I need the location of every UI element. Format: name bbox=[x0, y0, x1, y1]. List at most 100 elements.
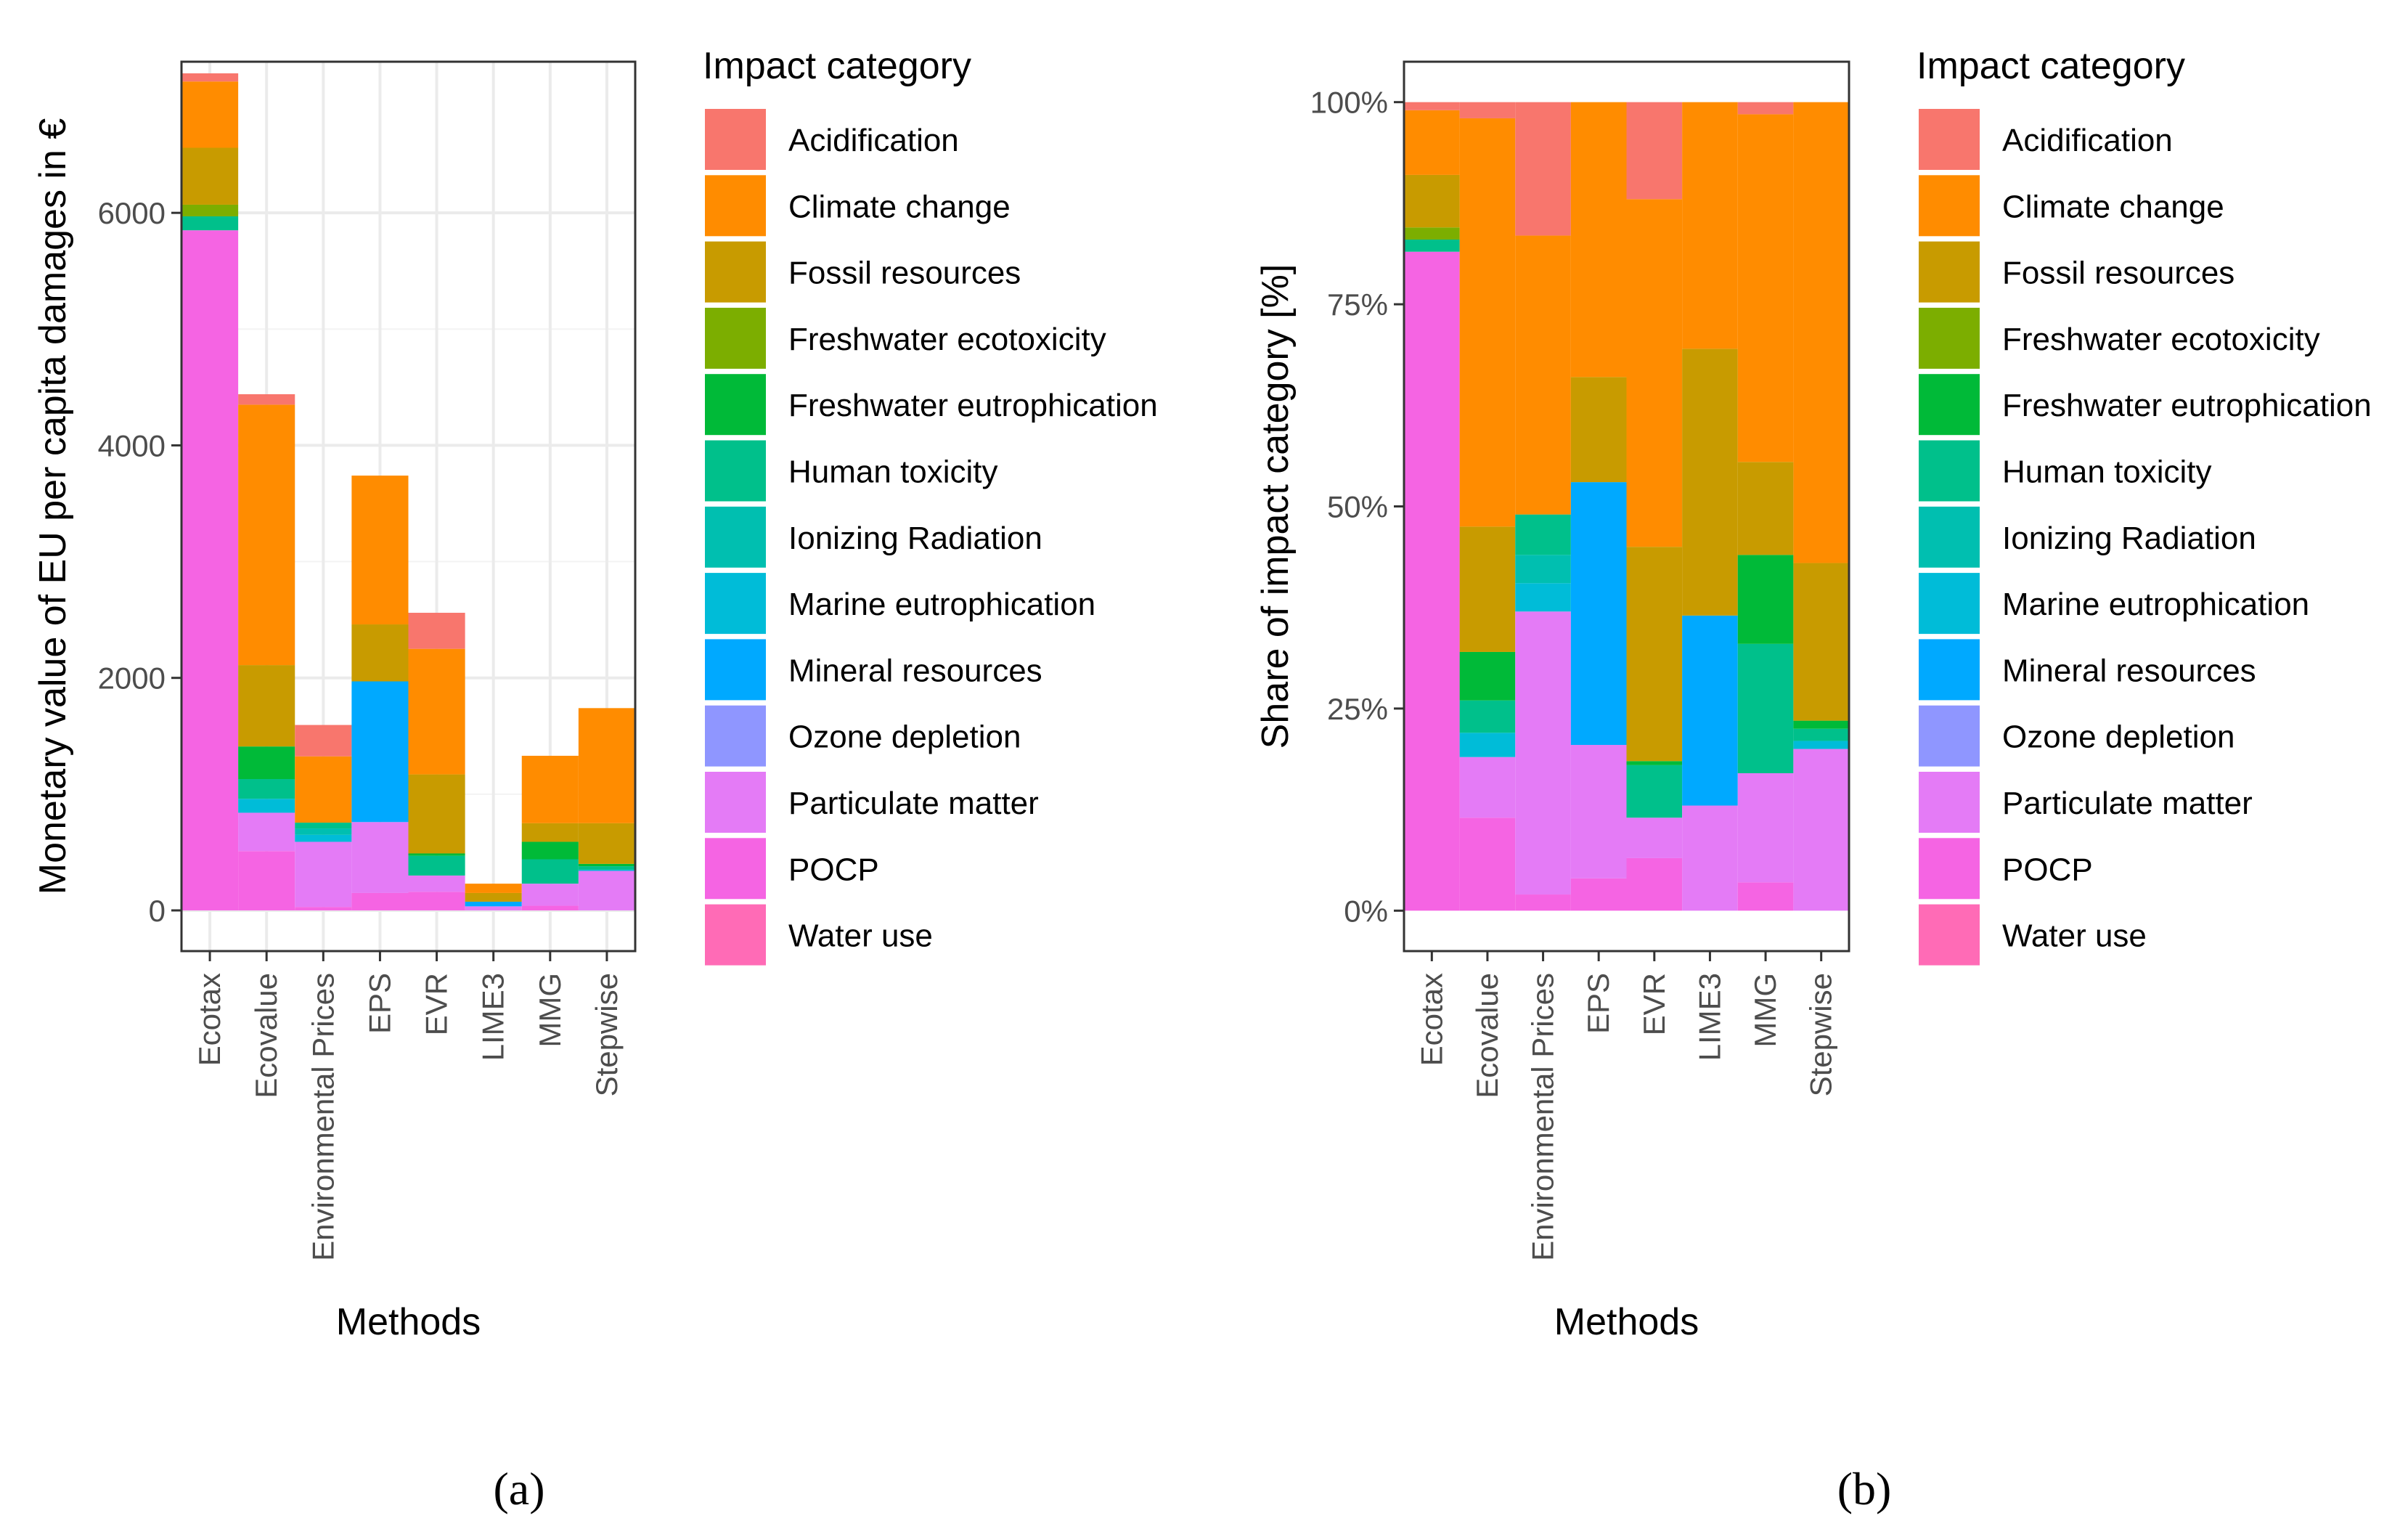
y-tick-label: 25% bbox=[1327, 692, 1388, 726]
bar-segment-evr-acidification bbox=[408, 613, 465, 649]
bar-segment-mmg-freshwater-eutrophication bbox=[1737, 555, 1794, 644]
bar-segment-stepwise-particulate-matter bbox=[1793, 749, 1849, 911]
bar-segment-eps-particulate-matter bbox=[351, 822, 409, 893]
legend-key-freshwater-eutrophication bbox=[705, 374, 766, 436]
bar-segment-environmental-prices-particulate-matter bbox=[1515, 611, 1571, 895]
bar-segment-mmg-particulate-matter bbox=[1737, 773, 1794, 883]
bar-segment-mmg-fossil-resources bbox=[1737, 462, 1794, 555]
legend-key-climate-change bbox=[705, 175, 766, 237]
legend-key-human-toxicity bbox=[705, 440, 766, 502]
x-tick-label: Environmental Prices bbox=[306, 973, 340, 1261]
bar-segment-lime3-mineral-resources bbox=[465, 901, 522, 907]
legend-key-ionizing-radiation bbox=[1919, 506, 1980, 568]
bar-segment-ecotax-acidification bbox=[181, 73, 239, 82]
bar-segment-mmg-fossil-resources bbox=[521, 823, 579, 842]
bar-segment-ecotax-pocp bbox=[181, 230, 239, 910]
bar-segment-ecovalue-human-toxicity bbox=[1459, 700, 1516, 733]
legend-label: Fossil resources bbox=[2002, 256, 2234, 291]
y-tick-label: 75% bbox=[1327, 288, 1388, 322]
bar-segment-environmental-prices-climate-change bbox=[295, 756, 352, 823]
x-tick-label: Environmental Prices bbox=[1526, 973, 1560, 1261]
bar-segment-evr-acidification bbox=[1626, 102, 1683, 200]
bar-segment-evr-human-toxicity bbox=[408, 855, 465, 876]
x-tick-label: LIME3 bbox=[1692, 973, 1726, 1061]
bar-segment-environmental-prices-pocp bbox=[1515, 894, 1571, 911]
legend-key-ozone-depletion bbox=[705, 705, 766, 767]
legend-key-fossil-resources bbox=[705, 241, 766, 303]
bar-segment-lime3-climate-change bbox=[465, 884, 522, 893]
bar-segment-stepwise-freshwater-eutrophication bbox=[1793, 720, 1849, 729]
legend-key-fossil-resources bbox=[1919, 241, 1980, 303]
bar-segment-lime3-fossil-resources bbox=[1682, 348, 1738, 616]
bar-segment-ecovalue-freshwater-eutrophication bbox=[1459, 651, 1516, 701]
y-axis-title: Monetary value of EU per capita damages … bbox=[32, 118, 74, 895]
bar-segment-environmental-prices-marine-eutrophication bbox=[1515, 583, 1571, 612]
bar-segment-ecotax-freshwater-ecotoxicity bbox=[1404, 227, 1460, 240]
bar-segment-evr-fossil-resources bbox=[408, 774, 465, 854]
panel-label: (a) bbox=[493, 1463, 544, 1514]
bar-segment-eps-mineral-resources bbox=[351, 681, 409, 823]
legend-key-particulate-matter bbox=[705, 772, 766, 833]
bar-segment-ecovalue-marine-eutrophication bbox=[1459, 733, 1516, 757]
legend-label: Ionizing Radiation bbox=[788, 521, 1042, 556]
legend-key-pocp bbox=[705, 838, 766, 900]
bar-segment-eps-mineral-resources bbox=[1570, 482, 1627, 746]
legend-label: Ozone depletion bbox=[788, 719, 1021, 755]
bar-segment-lime3-fossil-resources bbox=[465, 892, 522, 902]
legend-key-mineral-resources bbox=[705, 639, 766, 701]
legend-label: Freshwater ecotoxicity bbox=[2002, 322, 2320, 357]
x-tick-label: MMG bbox=[1748, 973, 1782, 1048]
x-axis-title: Methods bbox=[336, 1301, 481, 1343]
bar-segment-ecotax-human-toxicity bbox=[1404, 240, 1460, 252]
legend-label: Ionizing Radiation bbox=[2002, 521, 2256, 556]
bar-segment-stepwise-human-toxicity bbox=[1793, 728, 1849, 741]
bar-segment-stepwise-climate-change bbox=[578, 708, 635, 823]
bar-segment-ecovalue-fossil-resources bbox=[1459, 526, 1516, 652]
bar-segment-eps-pocp bbox=[1570, 878, 1627, 911]
x-tick-label: EVR bbox=[1637, 973, 1671, 1035]
bar-segment-environmental-prices-acidification bbox=[295, 725, 352, 757]
x-axis-title: Methods bbox=[1554, 1301, 1699, 1343]
bar-segment-eps-fossil-resources bbox=[351, 624, 409, 682]
legend-label: Mineral resources bbox=[788, 653, 1042, 688]
legend-label: Marine eutrophication bbox=[788, 587, 1095, 622]
bar-segment-lime3-particulate-matter bbox=[465, 906, 522, 910]
plot-border bbox=[180, 60, 637, 953]
legend-key-marine-eutrophication bbox=[1919, 573, 1980, 635]
x-tick-label: Ecovalue bbox=[249, 973, 283, 1098]
bar-segment-mmg-human-toxicity bbox=[1737, 643, 1794, 773]
legend-key-water-use bbox=[705, 904, 766, 966]
bar-segment-ecovalue-marine-eutrophication bbox=[238, 799, 295, 813]
bar-segment-stepwise-particulate-matter bbox=[578, 871, 635, 910]
x-tick-label: LIME3 bbox=[476, 973, 510, 1061]
x-tick-label: Stepwise bbox=[1804, 973, 1838, 1096]
bar-segment-mmg-climate-change bbox=[1737, 114, 1794, 462]
bar-segment-ecovalue-human-toxicity bbox=[238, 779, 295, 799]
x-tick-label: EPS bbox=[362, 973, 396, 1034]
chart-panel-a: 0 2000 4000 6000 Ecotax Ecovalue Environmental… bbox=[32, 45, 1158, 1514]
x-tick-label: EPS bbox=[1581, 973, 1615, 1034]
bar-segment-mmg-pocp bbox=[1737, 882, 1794, 911]
y-tick-label: 2000 bbox=[98, 661, 166, 696]
bar-segment-environmental-prices-human-toxicity bbox=[295, 823, 352, 829]
y-tick-label: 50% bbox=[1327, 490, 1388, 524]
x-tick-label: MMG bbox=[533, 973, 567, 1048]
legend-label: Particulate matter bbox=[2002, 786, 2253, 821]
bar-segment-evr-human-toxicity bbox=[1626, 765, 1683, 818]
legend-label: Ozone depletion bbox=[2002, 719, 2234, 755]
legend-label: Water use bbox=[788, 918, 933, 954]
legend-key-water-use bbox=[1919, 904, 1980, 966]
bars bbox=[1404, 102, 1849, 911]
legend-key-pocp bbox=[1919, 838, 1980, 900]
legend-key-freshwater-eutrophication bbox=[1919, 374, 1980, 436]
legend-label: Freshwater eutrophication bbox=[2002, 388, 2372, 423]
legend-label: Acidification bbox=[788, 123, 959, 158]
bar-segment-stepwise-marine-eutrophication bbox=[1793, 741, 1849, 749]
bar-segment-ecovalue-acidification bbox=[1459, 102, 1516, 118]
bar-segment-stepwise-fossil-resources bbox=[1793, 563, 1849, 721]
bar-segment-ecovalue-acidification bbox=[238, 394, 295, 405]
legend-key-acidification bbox=[705, 109, 766, 170]
bar-segment-ecovalue-freshwater-eutrophication bbox=[238, 746, 295, 780]
y-tick-label: 0% bbox=[1344, 894, 1388, 928]
